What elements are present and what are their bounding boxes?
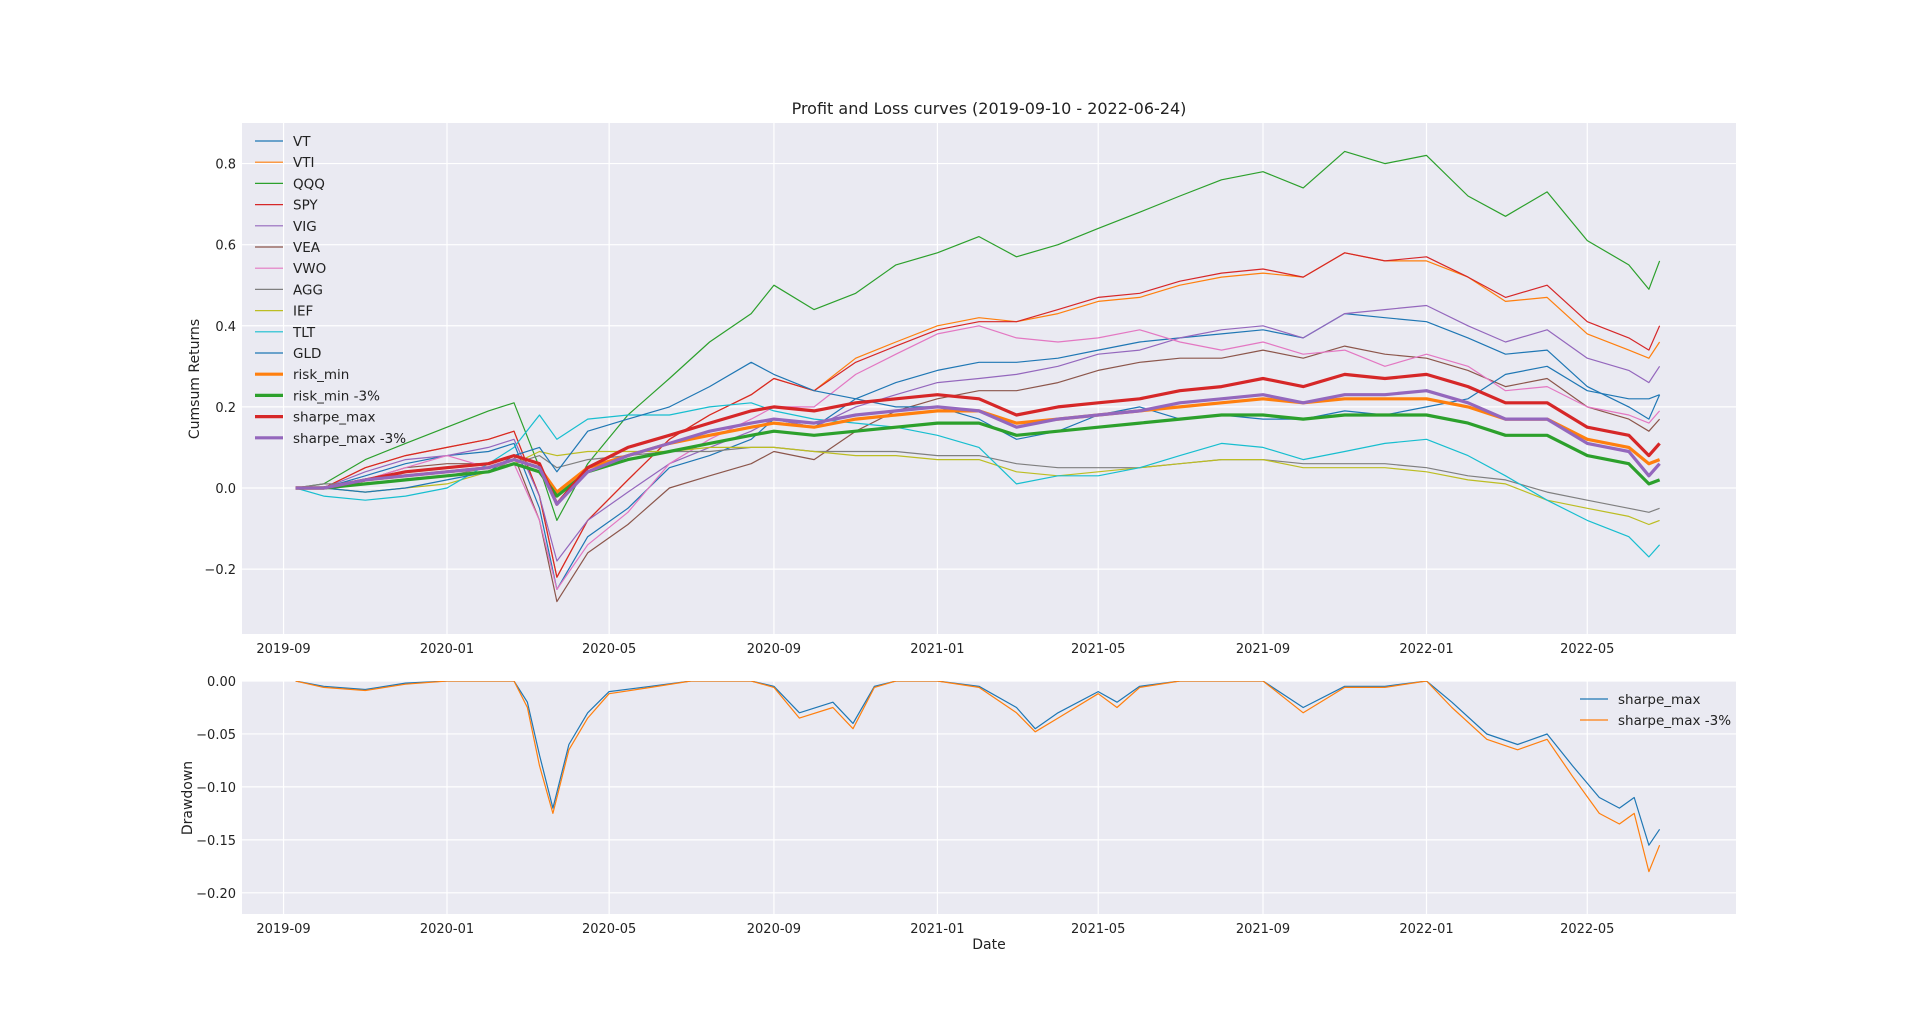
- legend-label-sharpe-max-3pct: sharpe_max -3%: [1618, 713, 1731, 729]
- legend-label-sharpe-max-3pct: sharpe_max -3%: [293, 431, 406, 447]
- pnl-axes: 2019-09 2020-01 2020-05 2020-09 2021-01 2021-…: [187, 99, 1736, 657]
- y-tick-label: −0.20: [196, 887, 236, 902]
- legend-label-qqq: QQQ: [293, 176, 325, 192]
- pnl-chart-title: Profit and Loss curves (2019-09-10 - 202…: [792, 99, 1187, 118]
- x-tick-label: 2019-09: [256, 642, 310, 657]
- pnl-plot-area: [242, 123, 1736, 634]
- drawdown-y-axis-label: Drawdown: [180, 761, 196, 835]
- legend-label-vea: VEA: [293, 240, 321, 256]
- drawdown-y-ticks: 0.00 −0.05 −0.10 −0.15 −0.20: [196, 675, 236, 902]
- pnl-series-lines: [295, 150, 1661, 603]
- legend-label-vti: VTI: [293, 155, 314, 171]
- pnl-y-axis-label: Cumsum Returns: [187, 319, 203, 439]
- x-tick-label: 2020-01: [420, 642, 474, 657]
- pnl-x-ticks: 2019-09 2020-01 2020-05 2020-09 2021-01 2021-…: [256, 642, 1614, 657]
- x-tick-label: 2022-05: [1560, 922, 1614, 937]
- series-line-risk-min-3pct: [295, 413, 1661, 498]
- legend-label-risk-min: risk_min: [293, 367, 349, 383]
- x-tick-label: 2021-05: [1071, 642, 1125, 657]
- legend-label-vig: VIG: [293, 219, 317, 235]
- series-line-vwo: [295, 325, 1661, 591]
- legend-label-sharpe-max: sharpe_max: [293, 410, 375, 426]
- series-line-vig: [295, 304, 1661, 562]
- drawdown-x-ticks: 2019-09 2020-01 2020-05 2020-09 2021-01 2021-…: [256, 922, 1614, 937]
- y-tick-label: 0.8: [215, 158, 236, 173]
- drawdown-plot-area: [242, 681, 1736, 914]
- y-tick-label: 0.00: [207, 675, 236, 690]
- legend-label-sharpe-max: sharpe_max: [1618, 692, 1700, 708]
- x-tick-label: 2022-05: [1560, 642, 1614, 657]
- series-line-tlt: [295, 402, 1661, 558]
- y-tick-label: −0.15: [196, 834, 236, 849]
- y-tick-label: 0.2: [215, 401, 236, 416]
- x-tick-label: 2020-09: [747, 922, 801, 937]
- y-tick-label: −0.05: [196, 728, 236, 743]
- y-tick-label: 0.6: [215, 239, 236, 254]
- legend-label-ief: IEF: [293, 304, 313, 320]
- y-tick-label: 0.4: [215, 320, 236, 335]
- series-line-qqq: [295, 150, 1661, 522]
- series-line-sharpe-max: [295, 681, 1661, 846]
- pnl-y-ticks: 0.8 0.6 0.4 0.2 0.0 −0.2: [204, 158, 236, 579]
- y-tick-label: −0.10: [196, 781, 236, 796]
- legend-label-agg: AGG: [293, 282, 323, 298]
- x-tick-label: 2021-01: [910, 922, 964, 937]
- x-tick-label: 2021-01: [910, 642, 964, 657]
- x-tick-label: 2020-01: [420, 922, 474, 937]
- x-tick-label: 2021-09: [1236, 642, 1290, 657]
- drawdown-axes: 2019-09 2020-01 2020-05 2020-09 2021-01 2021-…: [180, 675, 1736, 953]
- series-line-sharpe-max-3pct: [295, 389, 1661, 506]
- legend-label-tlt: TLT: [292, 325, 316, 341]
- legend-label-risk-min-3pct: risk_min -3%: [293, 388, 380, 404]
- y-tick-label: −0.2: [204, 563, 236, 578]
- x-tick-label: 2019-09: [256, 922, 310, 937]
- pnl-grid: [242, 123, 1736, 634]
- legend-label-spy: SPY: [293, 198, 318, 214]
- series-line-sharpe-max-3pct: [295, 681, 1661, 873]
- x-tick-label: 2021-09: [1236, 922, 1290, 937]
- x-tick-label: 2020-05: [582, 642, 636, 657]
- legend-label-vwo: VWO: [293, 261, 326, 277]
- x-tick-label: 2020-09: [747, 642, 801, 657]
- x-tick-label: 2022-01: [1399, 642, 1453, 657]
- drawdown-legend: sharpe_max sharpe_max -3%: [1580, 692, 1731, 729]
- x-tick-label: 2021-05: [1071, 922, 1125, 937]
- series-line-sharpe-max: [295, 372, 1661, 506]
- x-tick-label: 2020-05: [582, 922, 636, 937]
- y-tick-label: 0.0: [215, 482, 236, 497]
- legend-label-gld: GLD: [293, 346, 321, 362]
- drawdown-series-lines: [295, 681, 1661, 873]
- pnl-legend: VT VTI QQQ SPY VIG VEA VWO AGG IEF TLT GLD risk_min…: [255, 134, 406, 447]
- drawdown-x-axis-label: Date: [972, 937, 1005, 953]
- x-tick-label: 2022-01: [1399, 922, 1453, 937]
- legend-label-vt: VT: [293, 134, 311, 150]
